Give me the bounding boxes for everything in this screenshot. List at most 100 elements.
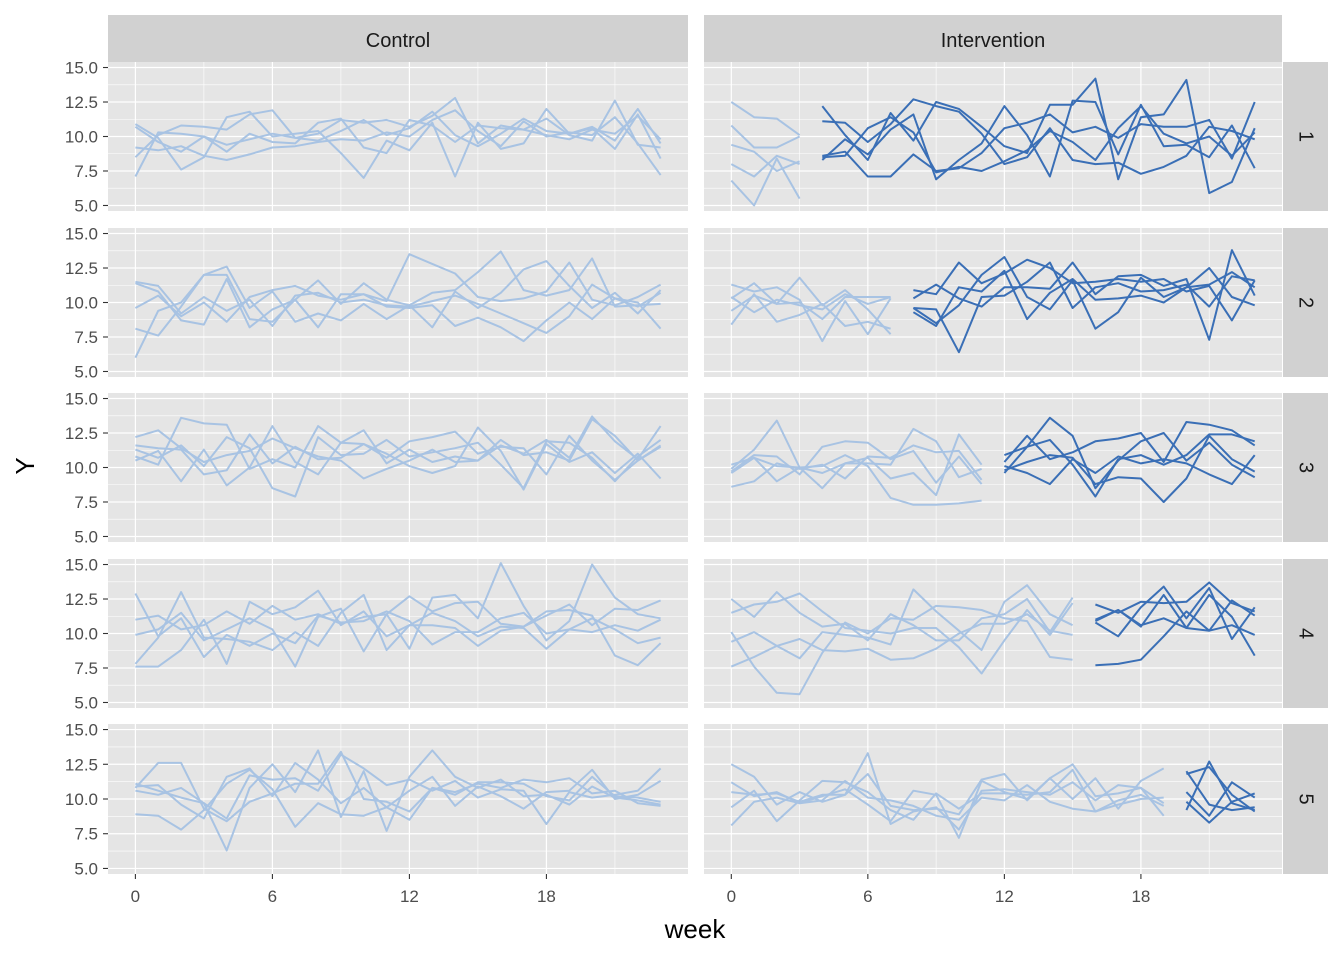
series-line-control-period-4 [731,454,982,506]
strip-row-4: 4 [1283,559,1328,708]
y-tick-label: 15.0 [65,225,98,244]
series-line-intervention-period-4 [1094,585,1256,640]
y-tick-label: 10.0 [65,459,98,478]
series-line-1 [135,280,662,334]
y-tick-label: 12.5 [65,424,98,443]
y-tick-label: 10.0 [65,128,98,147]
strip-row-3: 3 [1283,393,1328,542]
strip-label: Intervention [941,30,1046,52]
series-line-intervention-period-2 [1004,454,1256,486]
strip-label: 1 [1295,131,1317,142]
series-line-control-period-3 [731,444,983,488]
panel-control-5 [108,724,688,874]
series-line-intervention-period-2 [912,249,1256,341]
x-tick-label: 6 [863,887,872,906]
series-line-1 [135,595,661,631]
y-axis-title: Y [10,457,40,474]
series-line-control-period-5 [730,157,801,207]
strip-label: 4 [1295,628,1317,639]
series-line-control-period-5 [730,768,1165,823]
series-line-intervention-period-4 [913,258,1256,322]
series-line-control-period-2 [730,584,1074,660]
strip-label: 5 [1295,793,1317,804]
series-line-intervention-period-1 [821,99,1256,181]
y-tick-label: 10.0 [65,625,98,644]
series-line-3 [135,418,662,480]
series-line-control-period-5 [730,604,1073,696]
series-line-control-period-2 [730,763,1165,816]
y-tick-label: 5.0 [74,362,98,381]
series-line-control-period-2 [730,276,892,335]
series-line-control-period-5 [730,294,891,321]
strip-intervention: Intervention [704,15,1282,62]
y-tick-label: 7.5 [74,493,98,512]
series-line-control-period-4 [730,763,1165,839]
strip-background [704,15,1282,62]
series-line-control-period-4 [730,592,1074,675]
panels-layer [108,62,1282,874]
y-tick-label: 15.0 [65,556,98,575]
strip-row-1: 1 [1283,62,1328,211]
series-line-2 [135,753,662,825]
y-tick-label: 5.0 [74,527,98,546]
y-tick-label: 12.5 [65,93,98,112]
series-line-2 [134,96,661,158]
series-line-intervention-period-3 [1185,760,1255,812]
x-tick-label: 0 [131,887,140,906]
y-tick-label: 7.5 [74,659,98,678]
series-line-intervention-period-5 [1185,792,1256,824]
y-tick-label: 10.0 [65,294,98,313]
y-tick-label: 7.5 [74,162,98,181]
series-line-control-period-4 [730,293,891,314]
series-line-1 [135,761,662,820]
series-line-4 [134,114,662,177]
x-tick-label: 12 [995,887,1014,906]
series-line-5 [134,591,662,667]
y-tick-label: 15.0 [65,721,98,740]
strip-background [1283,228,1328,377]
series-line-intervention-period-5 [912,256,1256,330]
strip-label: 3 [1295,462,1317,473]
series-line-control-period-1 [730,101,801,136]
series-line-intervention-period-4 [822,105,1256,174]
strip-background [108,15,688,62]
series-line-3 [135,768,661,831]
panel-intervention-4 [704,559,1282,708]
panel-intervention-1 [704,62,1282,211]
series-line-2 [134,253,662,323]
series-line-4 [135,589,662,668]
panel-intervention-3 [704,393,1282,542]
strip-background [1283,559,1328,708]
x-tick-label: 18 [537,887,556,906]
panel-control-2 [108,228,688,377]
series-line-5 [135,415,662,470]
strip-label: Control [366,30,430,52]
strip-row-2: 2 [1283,228,1328,377]
series-line-control-period-4 [730,154,800,178]
series-line-control-period-1 [730,440,983,485]
series-line-intervention-period-3 [913,261,1255,354]
facet-strips: Control Intervention 1 2 3 4 5 [108,15,1328,874]
strip-background [1283,62,1328,211]
series-line-5 [135,260,662,329]
x-tick-label: 0 [727,887,736,906]
series-line-intervention-period-5 [821,77,1256,195]
series-line-5 [135,749,661,852]
y-tick-label: 10.0 [65,790,98,809]
series-line-intervention-period-1 [1004,416,1256,490]
panel-control-4 [108,559,688,708]
series-line-control-period-1 [731,283,892,343]
axes-layer: 5.0 7.5 10.0 12.5 15.0 5.0 7.5 10.0 12.5 15.0 5.0 7… [65,59,1150,906]
x-tick-label: 12 [400,887,419,906]
series-line-4 [135,425,662,491]
series-line-intervention-period-4 [1185,770,1255,812]
strip-background [1283,393,1328,542]
series-line-5 [134,107,662,179]
panel-intervention-2 [704,228,1282,377]
series-line-4 [134,750,661,823]
series-line-control-period-2 [730,124,801,149]
x-tick-label: 6 [268,887,277,906]
series-line-control-period-3 [730,293,891,330]
y-tick-label: 12.5 [65,755,98,774]
